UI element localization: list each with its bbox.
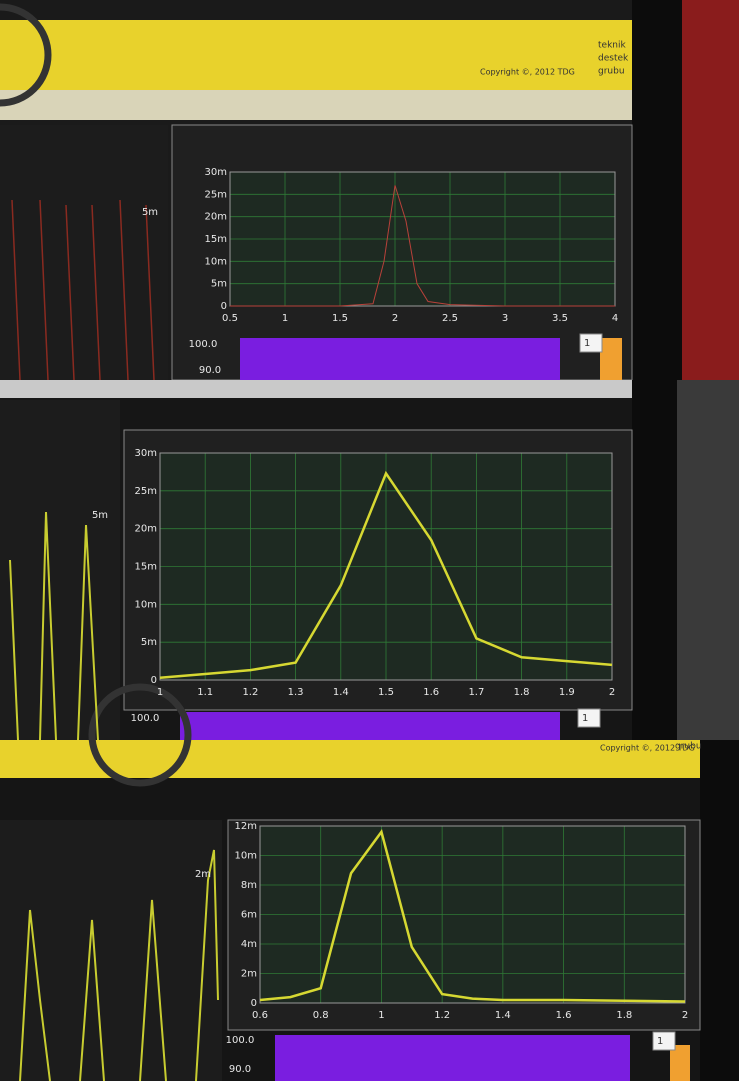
- y-tick-label: 20m: [205, 212, 227, 223]
- y-tick-label: 4m: [241, 939, 257, 950]
- y-tick-label: 2m: [241, 969, 257, 980]
- x-tick-label: 1.2: [434, 1010, 450, 1021]
- header-strip: [0, 90, 632, 120]
- bezel: [632, 380, 677, 740]
- x-tick-label: 2: [682, 1010, 688, 1021]
- x-tick-label: 1.8: [514, 687, 530, 698]
- x-tick-label: 1: [282, 313, 288, 324]
- x-tick-label: 2: [392, 313, 398, 324]
- side-label: 5m: [92, 510, 108, 521]
- spin-value: 1: [584, 338, 590, 349]
- y-tick-label: 15m: [135, 562, 157, 573]
- y-tick-label: 0: [251, 998, 257, 1009]
- x-tick-label: 1.4: [333, 687, 349, 698]
- x-tick-label: 1: [157, 687, 163, 698]
- y-tick-label: 20m: [135, 524, 157, 535]
- x-tick-label: 2: [609, 687, 615, 698]
- color-bar: [275, 1035, 630, 1081]
- scale-top: 100.0: [189, 339, 218, 350]
- side-label: 2m: [195, 869, 211, 880]
- bezel: [700, 740, 739, 1081]
- x-tick-label: 1.5: [332, 313, 348, 324]
- side-chart: [0, 820, 222, 1081]
- logo-text: grubu: [675, 742, 702, 752]
- y-tick-label: 25m: [135, 486, 157, 497]
- y-tick-label: 0: [221, 301, 227, 312]
- side-chart: [0, 125, 168, 380]
- logo-text: grubu: [598, 67, 625, 77]
- x-tick-label: 1.8: [616, 1010, 632, 1021]
- x-tick-label: 1.1: [197, 687, 213, 698]
- logo-text: teknik: [598, 41, 626, 51]
- copyright: Copyright ©, 2012 TDG: [480, 68, 575, 77]
- bezel: [632, 0, 682, 380]
- x-tick-label: 1.4: [495, 1010, 511, 1021]
- x-tick-label: 1.9: [559, 687, 575, 698]
- y-tick-label: 5m: [141, 637, 157, 648]
- x-tick-label: 0.5: [222, 313, 238, 324]
- y-tick-label: 30m: [205, 167, 227, 178]
- scale-top: 100.0: [226, 1035, 255, 1046]
- x-tick-label: 4: [612, 313, 618, 324]
- x-tick-label: 1.5: [378, 687, 394, 698]
- y-tick-label: 5m: [211, 279, 227, 290]
- x-tick-label: 0.8: [313, 1010, 329, 1021]
- y-tick-label: 15m: [205, 234, 227, 245]
- y-tick-label: 12m: [235, 821, 257, 832]
- y-tick-label: 0: [151, 675, 157, 686]
- logo-text: destek: [598, 54, 629, 64]
- scale-bottom: 90.0: [229, 1064, 251, 1075]
- x-tick-label: 3.5: [552, 313, 568, 324]
- y-tick-label: 10m: [135, 599, 157, 610]
- y-tick-label: 10m: [205, 256, 227, 267]
- x-tick-label: 1.3: [288, 687, 304, 698]
- yellow-header: [0, 20, 632, 90]
- x-tick-label: 1: [378, 1010, 384, 1021]
- color-bar: [180, 712, 560, 740]
- y-tick-label: 6m: [241, 910, 257, 921]
- side-label: 5m: [142, 207, 158, 218]
- y-tick-label: 10m: [235, 851, 257, 862]
- side-chart: [0, 400, 120, 740]
- x-tick-label: 1.6: [423, 687, 439, 698]
- x-tick-label: 1.2: [242, 687, 258, 698]
- header-strip: [0, 380, 635, 398]
- spin-value: 1: [657, 1036, 663, 1047]
- screen-photo: 05m10m15m20m25m30m0.511.522.533.5405m10m…: [0, 0, 739, 1081]
- y-tick-label: 25m: [205, 189, 227, 200]
- color-scale: [600, 338, 622, 380]
- y-tick-label: 8m: [241, 880, 257, 891]
- color-bar: [240, 338, 560, 380]
- x-tick-label: 3: [502, 313, 508, 324]
- x-tick-label: 1.7: [468, 687, 484, 698]
- spin-value: 1: [582, 713, 588, 724]
- y-tick-label: 30m: [135, 448, 157, 459]
- scale-top: 100.0: [131, 713, 160, 724]
- scale-bottom: 90.0: [199, 365, 221, 376]
- x-tick-label: 1.6: [556, 1010, 572, 1021]
- x-tick-label: 2.5: [442, 313, 458, 324]
- x-tick-label: 0.6: [252, 1010, 268, 1021]
